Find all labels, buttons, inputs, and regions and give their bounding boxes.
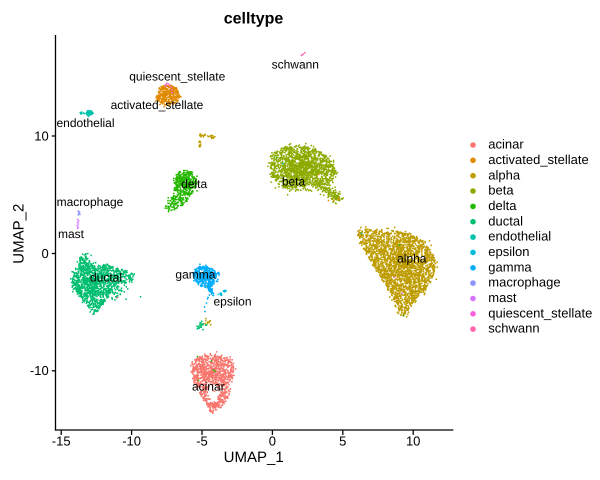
svg-text:alpha: alpha [488,167,521,182]
svg-text:epsilon: epsilon [488,244,529,259]
svg-text:delta: delta [488,198,517,213]
svg-text:0: 0 [41,246,48,261]
svg-text:activated_stellate: activated_stellate [488,152,588,167]
svg-text:mast: mast [488,290,517,305]
svg-text:schwann: schwann [488,321,539,336]
svg-text:-15: -15 [52,433,71,448]
svg-text:ductal: ductal [488,213,523,228]
svg-text:quiescent_stellate: quiescent_stellate [488,305,592,320]
svg-text:ductal: ductal [90,270,122,284]
svg-text:beta: beta [488,183,514,198]
svg-text:macrophage: macrophage [57,195,124,209]
svg-text:-10: -10 [30,363,49,378]
svg-text:mast: mast [58,227,85,241]
svg-text:-10: -10 [122,433,141,448]
svg-text:epsilon: epsilon [213,295,251,309]
svg-text:10: 10 [34,128,48,143]
svg-text:10: 10 [406,433,420,448]
svg-text:0: 0 [269,433,276,448]
svg-text:UMAP_2: UMAP_2 [11,204,28,264]
svg-text:endothelial: endothelial [56,116,114,130]
svg-text:beta: beta [282,175,306,189]
svg-text:acinar: acinar [192,380,225,394]
svg-text:endothelial: endothelial [488,229,551,244]
svg-text:UMAP_1: UMAP_1 [224,449,284,466]
svg-text:celltype: celltype [224,11,284,28]
svg-text:acinar: acinar [488,137,524,152]
svg-text:5: 5 [339,433,346,448]
svg-text:-5: -5 [196,433,208,448]
svg-text:activated_stellate: activated_stellate [111,98,204,112]
svg-text:gamma: gamma [175,268,215,282]
svg-text:gamma: gamma [488,259,532,274]
svg-text:quiescent_stellate: quiescent_stellate [129,70,225,84]
svg-text:delta: delta [181,177,207,191]
svg-text:alpha: alpha [397,252,427,266]
svg-text:schwann: schwann [272,58,319,72]
svg-text:macrophage: macrophage [488,275,560,290]
